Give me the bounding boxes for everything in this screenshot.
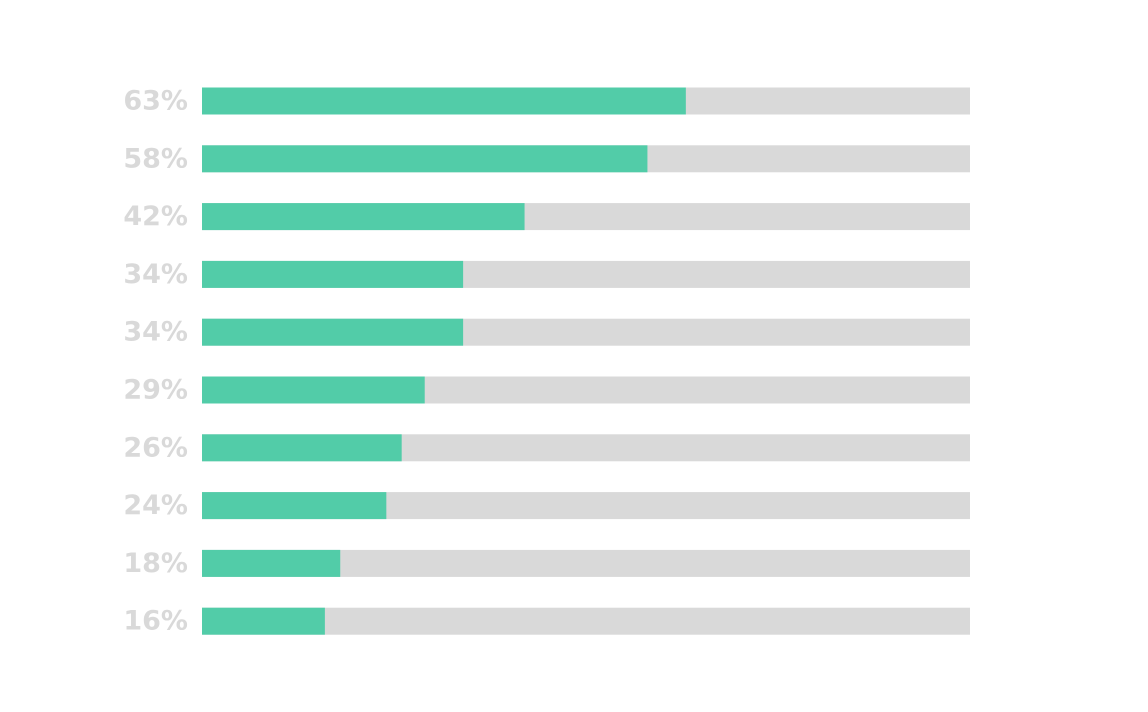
value-label: 26% xyxy=(123,432,188,463)
value-label: 34% xyxy=(123,259,188,290)
bar xyxy=(202,318,464,346)
value-label: 29% xyxy=(123,375,188,406)
bar xyxy=(202,87,686,115)
value-label: 63% xyxy=(123,86,188,117)
bar xyxy=(202,434,402,462)
value-label: 58% xyxy=(123,143,188,174)
track xyxy=(202,607,970,635)
value-label: 24% xyxy=(123,490,188,521)
value-label: 42% xyxy=(123,201,188,232)
value-label: 16% xyxy=(123,606,188,637)
bar xyxy=(202,260,464,288)
value-label: 34% xyxy=(123,317,188,348)
bar xyxy=(202,145,648,173)
bar xyxy=(202,203,525,231)
bar xyxy=(202,376,425,404)
bar xyxy=(202,549,341,577)
bar xyxy=(202,492,387,520)
bar xyxy=(202,607,325,635)
value-label: 18% xyxy=(123,548,188,579)
